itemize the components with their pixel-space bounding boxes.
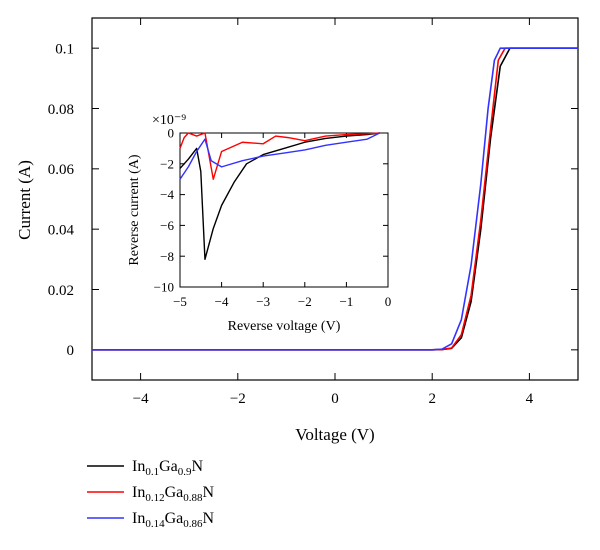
inset-x-tick-label: −2 [298,294,312,309]
legend-text: Ga [165,510,184,527]
inset-series-line [179,132,380,180]
inset-series [179,132,380,260]
legend-item: In0.1Ga0.9N [87,458,203,478]
legend-text: N [202,484,214,501]
main-y-tick-label: 0 [67,343,75,359]
inset-plot: −5 −4 −3 −2 −1 0−10−8−6−4−20 ×10⁻⁹ Reverse vo… [127,113,391,334]
main-ticks: −4 −2 0 2 4 0 0.02 0.04 0.06 0.08 0.1 [48,18,578,407]
inset-y-tick-label: −6 [160,218,174,233]
inset-x-tick-label: −5 [173,294,187,309]
legend-subscript: 0.14 [145,518,165,530]
legend-item: In0.12Ga0.88N [87,484,214,504]
inset-y-tick-label: −10 [154,280,174,295]
legend-label: In0.12Ga0.88N [132,484,214,504]
main-plot: −4 −2 0 2 400.020.040.060.080.1 Voltage (V) … [15,17,579,444]
legend-subscript: 0.12 [145,492,164,504]
legend-text: Ga [159,458,178,475]
legend-subscript: 0.86 [183,518,203,530]
legend-label: In0.1Ga0.9N [132,458,203,478]
inset-x-tick-label: −1 [339,294,353,309]
main-series-line [92,47,578,351]
inset-y-tick-label: 0 [168,126,175,141]
main-x-tick-label: 2 [428,391,436,407]
main-x-tick-label: 4 [526,391,534,407]
inset-y-tick-label: −8 [160,249,174,264]
legend-item: In0.14Ga0.86N [87,510,214,530]
legend-text: N [191,458,203,475]
inset-x-tick-label: −4 [215,294,229,309]
inset-x-tick-label: 0 [385,294,392,309]
main-y-axis-label: Current (A) [15,160,34,240]
inset-y-tick-label: −2 [160,156,174,171]
inset-background [180,133,388,287]
main-x-axis-label: Voltage (V) [295,425,374,444]
main-y-tick-label: 0.06 [48,162,75,178]
main-y-tick-label: 0.08 [48,102,74,118]
legend-subscript: 0.88 [183,492,203,504]
legend-label: In0.14Ga0.86N [132,510,214,530]
inset-x-tick-label: −3 [256,294,270,309]
inset-y-tick-label: −4 [160,187,174,202]
inset-x-axis-label: Reverse voltage (V) [228,319,341,334]
legend-text: Ga [165,484,184,501]
legend-subscript: 0.1 [145,466,159,478]
main-series [92,47,578,351]
main-x-tick-label: −4 [133,391,149,407]
legend-text: In [132,484,145,501]
inset-scale-label: ×10⁻⁹ [152,113,186,128]
inset-series-line [179,132,380,260]
inset-series-line [179,132,380,180]
main-x-tick-label: −2 [230,391,246,407]
main-y-tick-label: 0.02 [48,283,74,299]
inset-y-axis-label: Reverse current (A) [127,154,142,266]
main-y-tick-label: 0.1 [55,41,74,57]
legend-text: In [132,458,145,475]
legend-subscript: 0.9 [178,466,192,478]
inset-ticks: −5 −4 −3 −2 −1 0−10−8−6−4−20 [154,126,392,309]
legend-text: N [202,510,214,527]
main-x-tick-label: 0 [331,391,339,407]
legend-text: In [132,510,145,527]
main-y-tick-label: 0.04 [48,222,75,238]
inset-plot-frame [179,132,389,288]
